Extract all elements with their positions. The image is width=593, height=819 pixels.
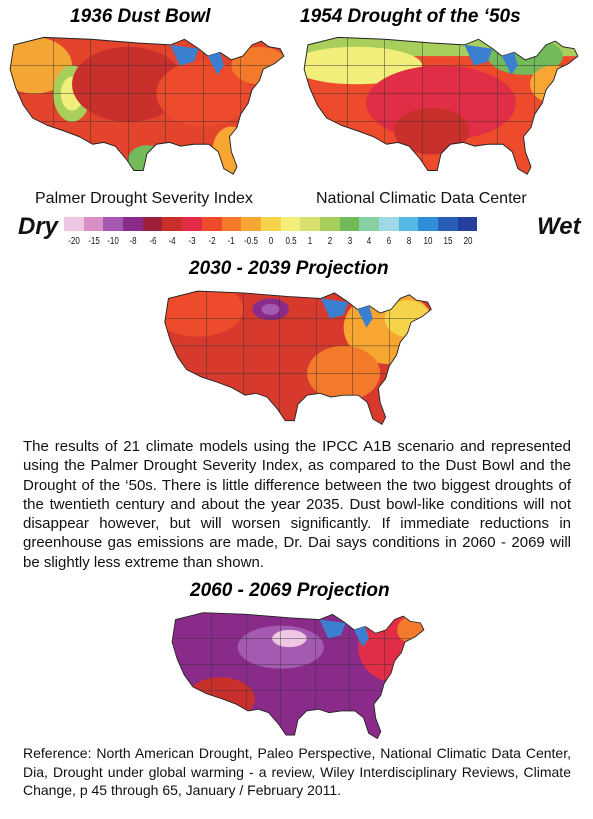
colorbar-swatch [103, 217, 124, 231]
colorbar-tick-label: -1 [227, 236, 235, 247]
colorbar-tick-label: 10 [423, 236, 433, 247]
colorbar-swatch [182, 217, 202, 231]
colorbar-swatch [142, 217, 163, 231]
pdsi-tick-labels: -20 -15 -10 -8 -6 -4 -3 -2 -1 -0.5 0 0.5 1 2 3 4 6 8 10 15 2… [60, 236, 532, 250]
projection-2030-title: 2030 - 2039 Projection [189, 258, 389, 279]
colorbar-swatch [457, 217, 478, 231]
colorbar-tick-label: 4 [367, 236, 372, 247]
reference-text: Reference: North American Drought, Paleo… [23, 745, 571, 798]
colorbar-tick-label: -6 [149, 236, 157, 247]
colorbar-swatch [359, 217, 379, 231]
colorbar-tick-label: 6 [386, 236, 392, 247]
colorbar-tick-label: 20 [463, 236, 473, 247]
colorbar-swatch [418, 217, 439, 231]
colorbar-swatch [398, 217, 419, 231]
pdsi-label: Palmer Drought Severity Index [35, 190, 253, 207]
caption-text: The results of 21 climate models using t… [23, 438, 571, 571]
projection-2060-title: 2060 - 2069 Projection [190, 580, 390, 601]
colorbar-swatch [123, 217, 143, 231]
colorbar-tick-label: -4 [168, 236, 176, 247]
colorbar-swatch [379, 217, 399, 231]
wet-label: Wet [537, 213, 581, 240]
ncdc-label: National Climatic Data Center [316, 190, 527, 207]
colorbar-tick-label: 15 [443, 236, 453, 247]
colorbar-swatch [241, 217, 261, 231]
colorbar-tick-label: -2 [208, 236, 216, 247]
colorbar-tick-label: 0 [268, 236, 274, 247]
colorbar-tick-label: -15 [87, 236, 100, 247]
colorbar-swatch [280, 217, 301, 231]
projection-2030-map [164, 290, 432, 425]
colorbar-tick-label: -3 [188, 236, 196, 247]
dust-bowl-title: 1936 Dust Bowl [70, 6, 211, 27]
colorbar-tick-label: -20 [68, 236, 80, 247]
colorbar-swatch [221, 217, 242, 231]
colorbar-tick-label: -0.5 [244, 236, 259, 247]
colorbar-tick-label: -8 [129, 236, 137, 247]
colorbar-swatch [64, 217, 84, 231]
pdsi-colorbar [64, 217, 478, 231]
colorbar-tick-label: -10 [107, 236, 120, 247]
dust-bowl-map [9, 36, 285, 175]
colorbar-swatch [438, 217, 458, 231]
colorbar-swatch [300, 217, 320, 231]
colorbar-swatch [260, 217, 281, 231]
colorbar-swatch [201, 217, 222, 231]
fifties-drought-map [303, 36, 579, 175]
colorbar-tick-label: 3 [347, 236, 352, 247]
colorbar-swatch [83, 217, 104, 231]
colorbar-swatch [162, 217, 183, 231]
colorbar-tick-label: 8 [406, 236, 411, 247]
colorbar-tick-label: 1 [308, 236, 313, 247]
projection-2060-map [171, 612, 425, 739]
dry-label: Dry [18, 213, 59, 240]
colorbar-swatch [319, 217, 340, 231]
colorbar-tick-label: 0.5 [284, 236, 297, 247]
fifties-drought-title: 1954 Drought of the ‘50s [300, 6, 521, 27]
colorbar-swatch [339, 217, 360, 231]
colorbar-tick-label: 2 [327, 236, 333, 247]
